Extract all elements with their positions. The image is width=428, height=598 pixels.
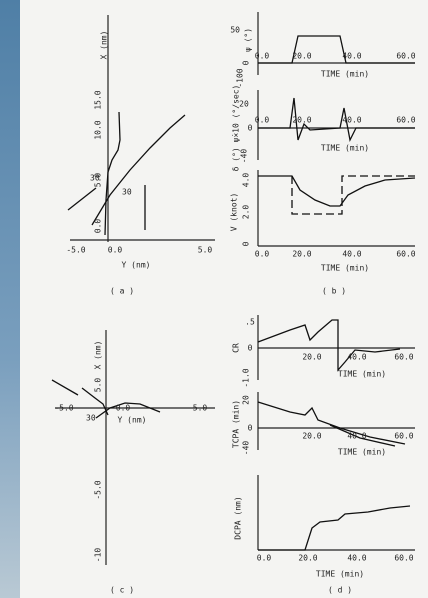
tick-label: -100: [236, 68, 245, 87]
tick-label: 0.0: [94, 219, 103, 234]
axis-label: TIME (min): [338, 370, 386, 379]
tick-label: 4.0: [242, 173, 251, 188]
panel-c: X (nm) Y (nm) 5.0 -5.0 -10 -5.0 0.0 5.0 …: [51, 330, 215, 595]
tick-label: 0.0: [257, 554, 272, 563]
command: [291, 175, 415, 215]
axis-label: TIME (min): [321, 264, 369, 273]
tick-label: 40.0: [347, 432, 366, 441]
curve: [258, 505, 411, 551]
tick-label: 0: [248, 124, 253, 133]
axis-label: V (knot): [230, 193, 239, 232]
tick-label: 0: [242, 60, 251, 65]
tick-label: 60.0: [396, 250, 415, 259]
tick-label: 60.0: [394, 432, 413, 441]
curve: [257, 319, 401, 372]
curve: [329, 424, 396, 447]
tick-label: 5.0: [198, 246, 213, 255]
arrow: [51, 379, 79, 396]
tick-label: 60.0: [396, 116, 415, 125]
tick-label: 20: [242, 395, 251, 405]
tick-label: 40.0: [342, 52, 361, 61]
tick-label: 20.0: [298, 554, 317, 563]
tick-label: 0: [248, 344, 253, 353]
tick-label: 50: [230, 26, 240, 35]
trajectory: [81, 387, 109, 416]
tick-label: 20: [239, 100, 249, 109]
trajectory: [95, 402, 161, 419]
tick-label: -10: [94, 548, 103, 563]
axis-label: CR: [232, 343, 241, 353]
curve: [258, 175, 416, 207]
trajectory: [91, 114, 186, 226]
caption: ( d ): [328, 586, 352, 595]
tick-label: 5.0: [94, 173, 103, 188]
tick-label: 15.0: [94, 90, 103, 109]
axis-label: TIME (min): [321, 70, 369, 79]
annotation: 30: [90, 174, 100, 183]
tick-label: 20.0: [292, 250, 311, 259]
curve: [257, 401, 406, 445]
tick-label: -40: [242, 441, 251, 456]
axis-label: ψ (°): [244, 28, 253, 52]
tick-label: -5.0: [54, 404, 73, 413]
tick-label: 20.0: [302, 353, 321, 362]
tick-label: 0: [248, 424, 253, 433]
curve: [258, 97, 415, 143]
tick-label: 0: [242, 241, 251, 246]
tick-label: 0.0: [108, 246, 123, 255]
axis-label: X (nm): [100, 31, 109, 60]
tick-label: 40.0: [342, 116, 361, 125]
caption: ( a ): [110, 287, 134, 296]
tick-label: 60.0: [394, 353, 413, 362]
tick-label: 40.0: [347, 554, 366, 563]
tick-label: 40.0: [347, 353, 366, 362]
tick-label: 40.0: [342, 250, 361, 259]
axis-label: δ (°) ψ̇×10 (°/sec): [232, 85, 241, 172]
tick-label: -40: [240, 149, 249, 164]
tick-label: .5: [245, 318, 255, 327]
trajectory: [104, 111, 121, 236]
curve: [258, 35, 415, 64]
axis-label: DCPA (nm): [234, 496, 243, 539]
axis-label: TIME (min): [316, 570, 364, 579]
axis-label: TCPA (min): [232, 400, 241, 448]
caption: ( c ): [110, 586, 134, 595]
tick-label: 5.0: [94, 378, 103, 393]
caption: ( b ): [322, 287, 346, 296]
annotation: 30: [122, 188, 132, 197]
annotation: 30: [86, 414, 96, 423]
axis-label: X (nm): [94, 341, 103, 370]
panel-a: X (nm) Y (nm) 15.0 10.0 5.0 0.0 -5.0 0.0…: [66, 15, 215, 296]
tick-label: 20.0: [292, 52, 311, 61]
tick-label: -5.0: [94, 480, 103, 499]
tick-label: 5.0: [193, 404, 208, 413]
panel-d: .5 0 -1.0 CR 20.0 40.0 60.0 TIME (min) 2…: [232, 315, 415, 595]
tick-label: -5.0: [66, 246, 85, 255]
tick-label: 0.0: [255, 250, 270, 259]
axis-label: TIME (min): [338, 448, 386, 457]
axis-label: Y (nm): [118, 416, 147, 425]
tick-label: 0.0: [255, 52, 270, 61]
tick-label: 0.0: [116, 404, 131, 413]
tick-label: 0.0: [255, 116, 270, 125]
tick-label: 10.0: [94, 120, 103, 139]
tick-label: 20.0: [292, 116, 311, 125]
tick-label: 60.0: [396, 52, 415, 61]
tick-label: -1.0: [242, 368, 251, 387]
tick-label: 60.0: [394, 554, 413, 563]
axis-label: Y (nm): [122, 261, 151, 270]
panel-b: 50 0 -100 ψ (°) 0.0 20.0 40.0 60.0 TIME …: [230, 12, 416, 296]
arrow: [67, 187, 97, 211]
background-strip: [0, 0, 20, 598]
tick-label: 2.0: [242, 205, 251, 220]
axis-label: TIME (min): [321, 144, 369, 153]
tick-label: 20.0: [302, 432, 321, 441]
